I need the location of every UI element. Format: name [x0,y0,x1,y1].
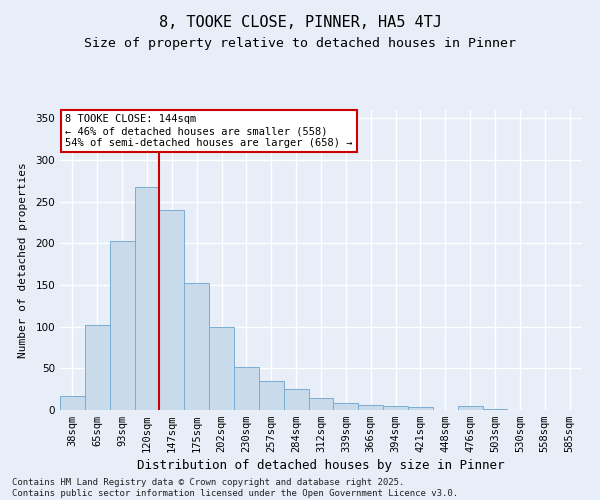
Bar [110,241,134,410]
Y-axis label: Number of detached properties: Number of detached properties [19,162,28,358]
Bar [60,396,85,410]
Bar [259,381,284,410]
Bar [334,404,358,410]
Bar [85,325,110,410]
Text: Contains HM Land Registry data © Crown copyright and database right 2025.
Contai: Contains HM Land Registry data © Crown c… [12,478,458,498]
Bar [458,406,482,410]
Bar [308,398,334,410]
Bar [383,406,408,410]
Bar [184,284,209,410]
Text: 8 TOOKE CLOSE: 144sqm
← 46% of detached houses are smaller (558)
54% of semi-det: 8 TOOKE CLOSE: 144sqm ← 46% of detached … [65,114,353,148]
Bar [408,406,433,410]
Bar [134,186,160,410]
Bar [284,389,308,410]
Bar [209,326,234,410]
Bar [482,409,508,410]
Text: 8, TOOKE CLOSE, PINNER, HA5 4TJ: 8, TOOKE CLOSE, PINNER, HA5 4TJ [158,15,442,30]
Bar [358,405,383,410]
X-axis label: Distribution of detached houses by size in Pinner: Distribution of detached houses by size … [137,460,505,472]
Bar [234,366,259,410]
Bar [160,210,184,410]
Text: Size of property relative to detached houses in Pinner: Size of property relative to detached ho… [84,38,516,51]
